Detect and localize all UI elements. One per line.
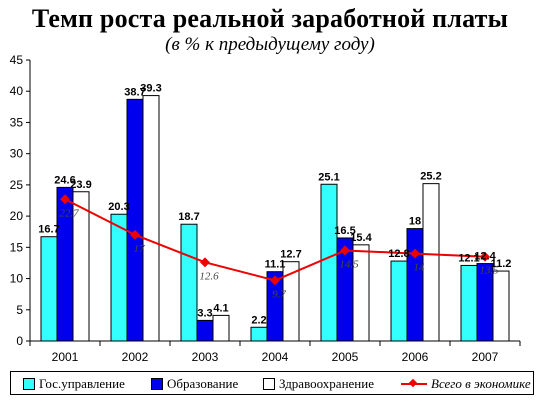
bar-value-label: 20.3 [108,201,129,213]
legend-item-economy: Всего в экономике [401,376,531,392]
bar-gos [460,264,478,342]
bar-value-label: 18.7 [178,211,199,223]
bar-value-label: 25.2 [420,171,441,183]
y-tick-label: 20 [10,209,24,223]
legend-label-economy: Всего в экономике [431,376,531,391]
economy-value-label: 14 [414,262,426,274]
bar-value-label: 18 [409,216,421,228]
chart-legend: Гос.управление Образование Здравоохранен… [10,371,534,395]
legend-line-swatch-economy [401,378,427,390]
bar-value-label: 11.1 [265,259,286,271]
x-tick-label: 2002 [122,350,149,364]
bar-value-label: 2.2 [251,314,266,326]
legend-item-gos: Гос.управление [23,376,125,392]
y-tick-label: 5 [16,303,23,317]
chart-line [60,194,490,286]
economy-value-label: 14.5 [339,258,359,270]
y-tick-label: 25 [10,178,24,192]
economy-point [200,257,210,268]
bar-value-label: 16.7 [38,224,59,236]
bar-value-label: 4.1 [213,302,228,314]
chart-plot: 0 5 10 15 20 25 30 35 40 45 2001 2002 2003 2004 2005 20… [10,53,521,364]
bar-gos [250,326,268,342]
economy-point [130,229,140,240]
x-tick-label: 2001 [52,350,79,364]
y-tick-label: 35 [10,115,24,129]
y-tick-label: 10 [10,272,24,286]
y-tick-label: 45 [10,53,24,67]
bar-value-label: 12.4 [474,251,496,263]
bar-gos [390,260,408,342]
x-tick-label: 2005 [332,350,359,364]
bar-value-label: 16.5 [334,225,355,237]
economy-value-label: 17 [134,243,146,255]
bar-health [492,270,510,342]
economy-point [340,245,350,256]
bar-health [422,183,440,342]
chart-title: Темп роста реальной заработной платы [31,4,509,33]
bar-health [142,95,160,342]
bar-value-label: 25.1 [318,171,339,183]
chart-data-labels: 16.7 20.3 18.7 2.2 25.1 12.8 12.1 24.6 38.7 3.3 11… [38,83,511,327]
chart-bars [40,95,510,342]
legend-swatch-education [151,378,163,390]
bar-education [126,98,144,342]
bar-health [212,314,230,342]
chart-subtitle: (в % к предыдущему году) [165,34,375,55]
bar-gos [320,183,338,342]
legend-item-education: Образование [151,376,238,392]
x-tick-label: 2004 [262,350,289,364]
bar-education [406,228,424,342]
y-tick-label: 30 [10,147,24,161]
bar-value-label: 15.4 [350,232,372,244]
y-tick-label: 15 [10,240,24,254]
x-tick-label: 2003 [192,350,219,364]
bar-value-label: 38.7 [124,86,145,98]
bar-value-label: 12.7 [280,249,301,261]
economy-value-label: 9.7 [272,288,286,300]
chart-axes: 0 5 10 15 20 25 30 35 40 45 2001 2002 2003 2004 2005 20… [10,53,521,364]
bar-value-label: 3.3 [197,307,212,319]
bar-health [72,191,90,342]
bar-education [196,319,214,342]
legend-swatch-health [263,378,275,390]
bar-value-label: 24.6 [54,174,75,186]
bar-value-label: 12.1 [458,252,479,264]
bar-value-label: 39.3 [140,83,161,95]
economy-value-label: 12.6 [199,270,219,282]
legend-label-education: Образование [167,376,239,391]
bar-health [282,261,300,342]
legend-label-gos: Гос.управление [39,376,125,391]
economy-point [270,275,280,286]
economy-point [60,194,70,205]
x-tick-label: 2006 [402,350,429,364]
legend-item-health: Здравоохранение [263,376,374,392]
bar-health [352,244,370,342]
bar-value-label: 12.8 [388,248,409,260]
bar-gos [40,236,58,342]
economy-value-label: 13.5 [479,265,499,277]
economy-value-label: 22.7 [59,207,79,219]
x-tick-label: 2007 [472,350,499,364]
y-tick-label: 40 [10,84,24,98]
legend-label-health: Здравоохранение [279,376,374,391]
bar-value-label: 23.9 [70,179,91,191]
bar-gos [180,223,198,342]
y-tick-label: 0 [16,334,23,348]
legend-swatch-gos [23,378,35,390]
bar-value-label: 11.2 [491,258,512,270]
bar-gos [110,213,128,342]
economy-point [480,251,490,262]
